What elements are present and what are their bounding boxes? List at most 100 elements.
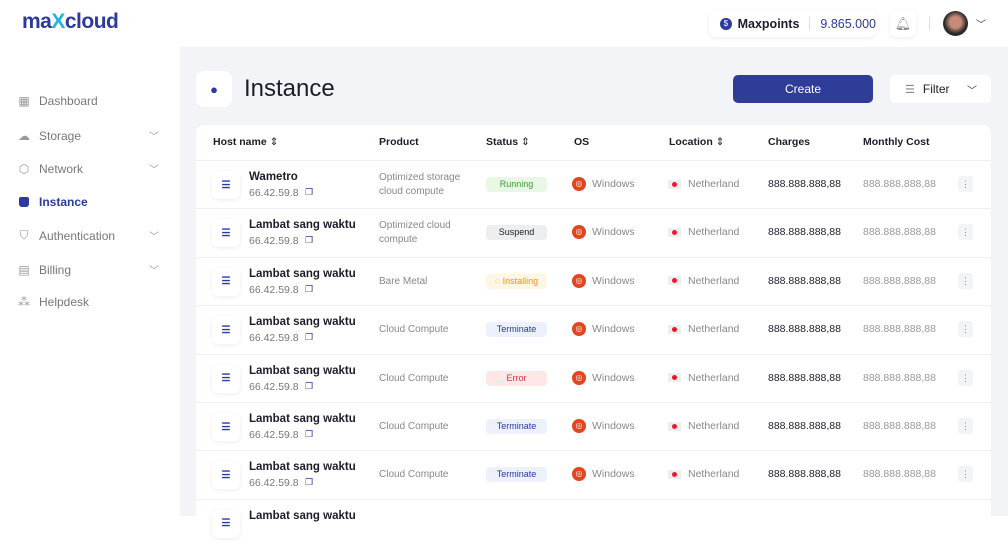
status-badge: Error: [486, 370, 547, 386]
more-options-icon[interactable]: ⋮: [958, 418, 973, 434]
flag-icon: [668, 179, 681, 189]
copy-icon[interactable]: ❐: [305, 380, 314, 391]
server-icon: ☰: [212, 219, 240, 247]
filter-icon: ☰: [905, 83, 915, 96]
table-row[interactable]: ☰ Lambat sang waktu 66.42.59.8 ❐ Cloud Co…: [196, 450, 991, 498]
user-menu[interactable]: ﹀: [940, 10, 992, 37]
chevron-down-icon: ﹀: [149, 165, 159, 176]
table-row[interactable]: ☰ Lambat sang waktu 66.42.59.8 ❐ Optimize…: [196, 208, 991, 256]
more-options-icon[interactable]: ⋮: [958, 321, 973, 338]
host-name[interactable]: Lambat sang waktu: [249, 219, 356, 232]
monthly-cost: 888.888.888,88: [863, 371, 936, 384]
maxpoints-widget[interactable]: $ Maxpoints 9.865.000: [709, 10, 876, 37]
server-icon: ☰: [212, 316, 240, 344]
more-options-icon[interactable]: ⋮: [958, 369, 973, 386]
spinner-icon: ◌: [494, 275, 503, 286]
more-options-icon[interactable]: ⋮: [958, 466, 973, 483]
table-row[interactable]: ☰ Lambat sang waktu 66.42.59.8 ❐ Cloud Co…: [196, 305, 991, 353]
host-name[interactable]: Wametro: [249, 171, 298, 183]
table-row[interactable]: ☰ Lambat sang waktu 66.42.59.8 ❐ Cloud Co…: [196, 402, 991, 450]
product: Cloud Compute: [379, 372, 449, 384]
sidebar-item-helpdesk[interactable]: ⁂ Helpdesk: [17, 295, 159, 309]
location-name: Netherland: [688, 178, 740, 190]
copy-icon[interactable]: ❐: [305, 429, 314, 439]
ip-address: 66.42.59.8: [249, 332, 299, 345]
sidebar-item-dashboard[interactable]: ▦ Dashboard: [17, 94, 159, 108]
column-header-product: Product: [379, 136, 419, 148]
chevron-down-icon: ﹀: [149, 132, 159, 143]
column-header-location[interactable]: Location ⇕: [669, 136, 724, 148]
more-options-icon[interactable]: ⋮: [958, 176, 973, 192]
status-badge: Running: [486, 177, 547, 192]
sidebar-item-storage[interactable]: ☁ Storage ﹀: [17, 128, 159, 144]
host-name[interactable]: Lambat sang waktu: [249, 316, 356, 329]
maxcloud-logo[interactable]: maXcloud: [22, 10, 119, 33]
monthly-cost: 888.888.888,88: [863, 226, 936, 239]
column-header-charges: Charges: [768, 136, 810, 148]
more-options-icon[interactable]: ⋮: [958, 224, 973, 241]
column-header-monthly-cost: Monthly Cost: [863, 136, 930, 148]
location-name: Netherland: [688, 420, 740, 432]
coin-icon: $: [720, 17, 732, 30]
os: ◎ Windows: [572, 273, 635, 288]
host-name[interactable]: Lambat sang waktu: [249, 364, 356, 377]
column-label: Status: [486, 136, 519, 148]
charges: 888.888.888,88: [768, 420, 841, 432]
status-text: Running: [499, 179, 534, 189]
copy-icon[interactable]: ❐: [305, 332, 314, 343]
bag-icon: ●: [196, 71, 232, 107]
sidebar-item-instance[interactable]: Instance: [17, 195, 159, 209]
status-badge: Terminate: [486, 467, 547, 483]
table-row[interactable]: ☰ Lambat sang waktu: [196, 498, 991, 545]
status-badge: Suspend: [486, 225, 547, 241]
os: ◎ Windows: [572, 467, 635, 482]
monthly-cost: 888.888.888,88: [863, 274, 936, 287]
host-name[interactable]: Lambat sang waktu: [249, 413, 356, 425]
cloud-icon: ☁: [18, 128, 30, 143]
column-header-host-name[interactable]: Host name ⇕: [213, 136, 278, 148]
product: Optimized cloud compute: [379, 220, 451, 246]
charges: 888.888.888,88: [768, 178, 841, 190]
location: Netherland: [668, 323, 739, 335]
copy-icon[interactable]: ❐: [305, 283, 314, 294]
column-header-status[interactable]: Status ⇕: [486, 136, 530, 148]
shield-icon: ⛉: [19, 228, 29, 242]
ubuntu-icon: ◎: [572, 370, 586, 385]
filter-dropdown[interactable]: ☰ Filter ﹀: [890, 75, 991, 103]
sidebar-item-label: Dashboard: [39, 94, 98, 108]
sidebar-item-network[interactable]: ⬡ Network ﹀: [17, 161, 159, 177]
server-icon: ☰: [212, 413, 240, 441]
copy-icon[interactable]: ❐: [305, 187, 314, 197]
ubuntu-icon: ◎: [572, 225, 586, 240]
sort-icon: ⇕: [521, 136, 530, 148]
sidebar-item-label: Network: [39, 161, 84, 176]
sidebar-item-billing[interactable]: ▤ Billing ﹀: [17, 262, 159, 278]
copy-icon[interactable]: ❐: [305, 477, 314, 488]
instance-table: Host name ⇕ Product Status ⇕ OS Location ⇕ Ch…: [196, 125, 991, 545]
charges: 888.888.888,88: [768, 274, 841, 287]
copy-icon[interactable]: ❐: [305, 235, 314, 246]
create-button[interactable]: Create: [733, 75, 873, 103]
sort-icon: ⇕: [715, 136, 725, 148]
os: ◎ Windows: [572, 225, 635, 240]
os: ◎ Windows: [572, 322, 635, 337]
host-name[interactable]: Lambat sang waktu: [249, 461, 356, 474]
sidebar-item-authentication[interactable]: ⛉ Authentication ﹀: [17, 228, 159, 243]
status-text: Terminate: [496, 421, 537, 431]
network-icon: ⬡: [18, 161, 30, 176]
ubuntu-icon: ◎: [572, 177, 586, 191]
host-name[interactable]: Lambat sang waktu: [249, 267, 356, 280]
table-row[interactable]: ☰ Lambat sang waktu 66.42.59.8 ❐ Bare Met…: [196, 256, 991, 305]
product: Optimized storage cloud compute: [379, 172, 461, 197]
os: ◎ Windows: [572, 419, 635, 433]
ip-address: 66.42.59.8: [249, 380, 299, 393]
flag-icon: [668, 421, 681, 431]
more-options-icon[interactable]: ⋮: [958, 272, 973, 289]
os-name: Windows: [592, 468, 635, 481]
table-row[interactable]: ☰ Wametro 66.42.59.8 ❐ Optimized storage …: [196, 160, 991, 208]
monthly-cost: 888.888.888,88: [863, 468, 936, 481]
notification-bell-icon[interactable]: 🔔︎: [890, 10, 916, 37]
table-row[interactable]: ☰ Lambat sang waktu 66.42.59.8 ❐ Cloud Co…: [196, 353, 991, 402]
chevron-down-icon: ﹀: [976, 20, 986, 31]
sort-icon: ⇕: [269, 136, 279, 148]
